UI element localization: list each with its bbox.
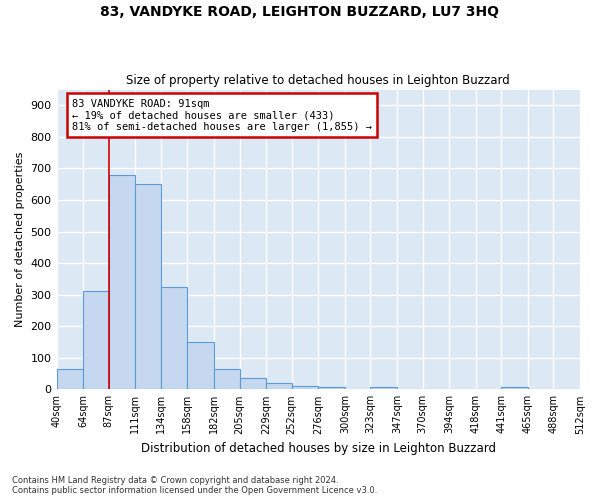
Bar [135,184,161,390]
Bar [56,370,83,390]
Y-axis label: Number of detached properties: Number of detached properties [15,152,25,327]
Bar [266,383,292,390]
Bar [370,387,397,390]
Bar [161,287,187,390]
Bar [292,386,318,390]
Text: Contains HM Land Registry data © Crown copyright and database right 2024.
Contai: Contains HM Land Registry data © Crown c… [12,476,377,495]
Bar [187,342,214,390]
Bar [239,378,266,390]
Bar [83,292,109,390]
Bar [318,387,345,390]
Text: 83, VANDYKE ROAD, LEIGHTON BUZZARD, LU7 3HQ: 83, VANDYKE ROAD, LEIGHTON BUZZARD, LU7 … [101,5,499,19]
Bar [214,369,239,390]
Text: 83 VANDYKE ROAD: 91sqm
← 19% of detached houses are smaller (433)
81% of semi-de: 83 VANDYKE ROAD: 91sqm ← 19% of detached… [72,98,372,132]
Bar [109,174,135,390]
X-axis label: Distribution of detached houses by size in Leighton Buzzard: Distribution of detached houses by size … [141,442,496,455]
Bar [501,387,528,390]
Title: Size of property relative to detached houses in Leighton Buzzard: Size of property relative to detached ho… [127,74,510,87]
